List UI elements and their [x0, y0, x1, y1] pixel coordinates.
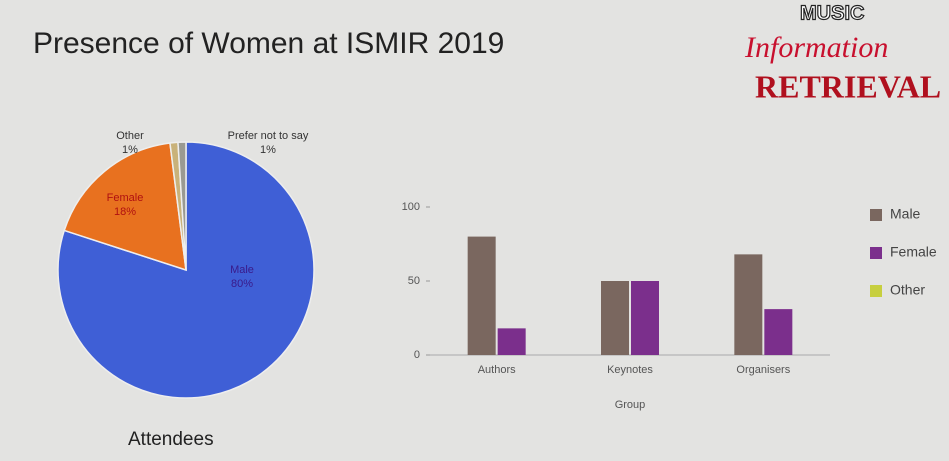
logo-text: MUSIC [800, 2, 864, 24]
pie-slice [177, 141, 187, 271]
slice-label: Male [230, 264, 254, 276]
y-tick-label: 0 [414, 349, 420, 361]
logo-text: RETRIEVAL [755, 68, 941, 104]
y-tick-label: 100 [402, 201, 420, 213]
slice-value: 80% [231, 278, 253, 290]
logo: MUSIC Information RETRIEVAL [744, 2, 941, 105]
caption: Attendees [128, 429, 214, 450]
x-tick-label: Authors [478, 364, 516, 376]
bar [497, 328, 526, 355]
slice-label: Female [107, 192, 144, 204]
slice-value: 1% [260, 144, 276, 156]
slice-value: 18% [114, 206, 136, 218]
bar [467, 236, 496, 355]
x-axis-label: Group [615, 399, 646, 411]
x-tick-label: Organisers [736, 364, 790, 376]
legend-label: Male [890, 206, 921, 222]
logo-text: Information [744, 31, 888, 64]
slice-label: Prefer not to say [228, 130, 309, 142]
bar [734, 254, 763, 355]
slide-title: Presence of Women at ISMIR 2019 [33, 27, 504, 60]
legend-label: Female [890, 244, 937, 260]
bar [601, 281, 629, 355]
bar [764, 309, 793, 355]
pie-slice [63, 142, 187, 272]
bar [631, 281, 659, 355]
legend-swatch [870, 209, 882, 221]
slice-label: Other [116, 130, 144, 142]
y-tick-label: 50 [408, 275, 420, 287]
legend-swatch [870, 285, 882, 297]
legend-swatch [870, 247, 882, 259]
slice-value: 1% [122, 144, 138, 156]
legend-label: Other [890, 282, 925, 298]
x-tick-label: Keynotes [607, 364, 653, 376]
